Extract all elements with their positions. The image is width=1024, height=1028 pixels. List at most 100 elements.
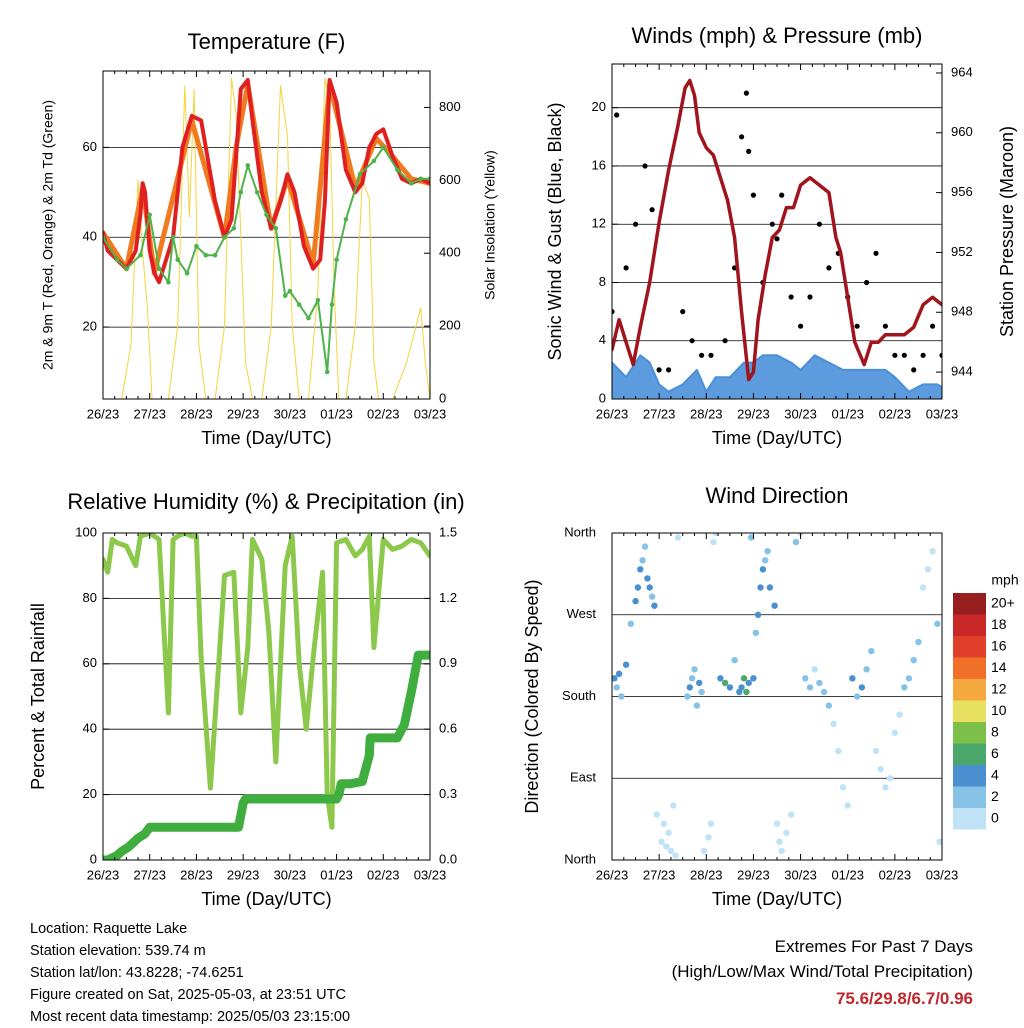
humidity-xtick-label: 26/23 <box>87 867 120 882</box>
direction-point <box>830 720 837 727</box>
direction-point <box>936 838 942 845</box>
direction-point <box>766 584 774 591</box>
direction-point <box>688 675 696 682</box>
direction-point <box>811 666 818 673</box>
winds-xlabel: Time (Day/UTC) <box>712 428 842 448</box>
winds-ylabel: Sonic Wind & Gust (Blue, Black) <box>545 102 565 360</box>
direction-point <box>773 820 781 827</box>
direction-point <box>712 533 719 537</box>
legend-label: 16 <box>991 637 1007 653</box>
winds-ytick-label: 0 <box>599 390 606 405</box>
gust-point <box>798 323 804 329</box>
winds-ytick-label: 8 <box>599 274 606 289</box>
direction-point <box>618 693 625 700</box>
gust-point <box>739 134 745 140</box>
direction-point <box>820 688 828 696</box>
gust-point <box>750 192 757 198</box>
direction-point <box>747 534 755 541</box>
temp-ytick-label: 40 <box>83 229 97 244</box>
direction-point <box>910 657 917 664</box>
gust-point <box>774 236 780 242</box>
extremes-title: Extremes For Past 7 Days <box>774 937 973 956</box>
precip-line <box>103 650 430 860</box>
direction-point <box>877 766 884 773</box>
sonic-wind-area <box>612 355 942 399</box>
info-location: Location: Raquette Lake <box>30 921 188 937</box>
direction-point <box>776 838 783 845</box>
direction-point <box>764 548 771 555</box>
direction-point <box>844 802 851 809</box>
direction-point <box>622 661 630 668</box>
direction-point <box>707 820 715 827</box>
temp-y2tick-label: 0 <box>439 390 446 405</box>
legend-label: 2 <box>991 788 999 804</box>
info-created: Figure created on Sat, 2025-05-03, at 23… <box>30 987 346 1003</box>
gust-point <box>689 338 695 344</box>
direction-point <box>634 584 642 591</box>
direction-point <box>653 811 660 818</box>
legend-swatch <box>953 657 986 679</box>
direction-point <box>648 593 656 600</box>
direction-point <box>778 847 785 855</box>
direction-point <box>743 688 750 696</box>
direction-point <box>882 784 889 791</box>
pressure-line <box>612 78 942 382</box>
temp-ytick-label: 60 <box>83 139 97 154</box>
legend-swatch <box>953 722 986 744</box>
humidity-xtick-label: 28/23 <box>180 867 213 882</box>
gust-point <box>656 367 662 373</box>
humidity-ytick-label: 20 <box>83 786 97 801</box>
direction-point <box>658 838 665 845</box>
humidity-xtick-label: 03/23 <box>414 867 447 882</box>
temp-xlabel: Time (Day/UTC) <box>201 428 331 448</box>
sonic-wind-line <box>612 354 942 393</box>
direction-point <box>644 575 651 582</box>
legend-label: 0 <box>991 809 999 825</box>
direction-title: Wind Direction <box>705 483 848 508</box>
direction-xtick-label: 28/23 <box>690 867 723 882</box>
legend-swatch <box>953 743 986 765</box>
temp-y2tick-label: 600 <box>439 172 461 187</box>
temp-xtick-label: 02/23 <box>367 406 400 421</box>
direction-point <box>639 557 646 564</box>
direction-point <box>641 543 649 550</box>
humidity-xlabel: Time (Day/UTC) <box>201 889 331 909</box>
winds-ytick-label: 12 <box>592 216 606 231</box>
winds-y2tick-label: 944 <box>951 364 973 379</box>
gust-point <box>708 352 714 358</box>
winds-ytick-label: 4 <box>599 332 606 347</box>
temp-2m-line <box>103 78 430 285</box>
gust-point <box>680 309 686 315</box>
direction-point <box>726 684 734 691</box>
direction-point <box>886 775 894 782</box>
legend-label: 10 <box>991 702 1007 718</box>
direction-point <box>835 747 842 755</box>
winds-ytick-label: 20 <box>592 99 606 114</box>
direction-point <box>754 611 762 618</box>
legend-label: 18 <box>991 616 1007 632</box>
direction-point <box>863 666 870 673</box>
legend-swatch <box>953 700 986 722</box>
direction-point <box>672 852 679 859</box>
direction-point <box>613 684 620 691</box>
direction-point <box>919 584 927 591</box>
temp-frame <box>102 70 431 400</box>
direction-point <box>924 566 932 573</box>
direction-point <box>802 675 809 682</box>
direction-point <box>905 675 913 682</box>
direction-point <box>738 684 745 691</box>
direction-point <box>615 670 623 677</box>
direction-point <box>825 702 833 709</box>
direction-ytick-label: North <box>564 851 596 866</box>
gust-point <box>911 367 917 373</box>
direction-point <box>752 629 759 637</box>
legend-swatch <box>953 593 986 615</box>
gust-point <box>623 265 629 271</box>
direction-point <box>698 688 705 696</box>
direction-point <box>612 675 618 682</box>
direction-point <box>700 847 708 855</box>
extremes-subtitle: (High/Low/Max Wind/Total Precipitation) <box>671 962 973 981</box>
gust-point <box>873 250 879 256</box>
info-latlon: Station lat/lon: 43.8228; -74.6251 <box>30 965 244 981</box>
gust-point <box>722 338 728 344</box>
